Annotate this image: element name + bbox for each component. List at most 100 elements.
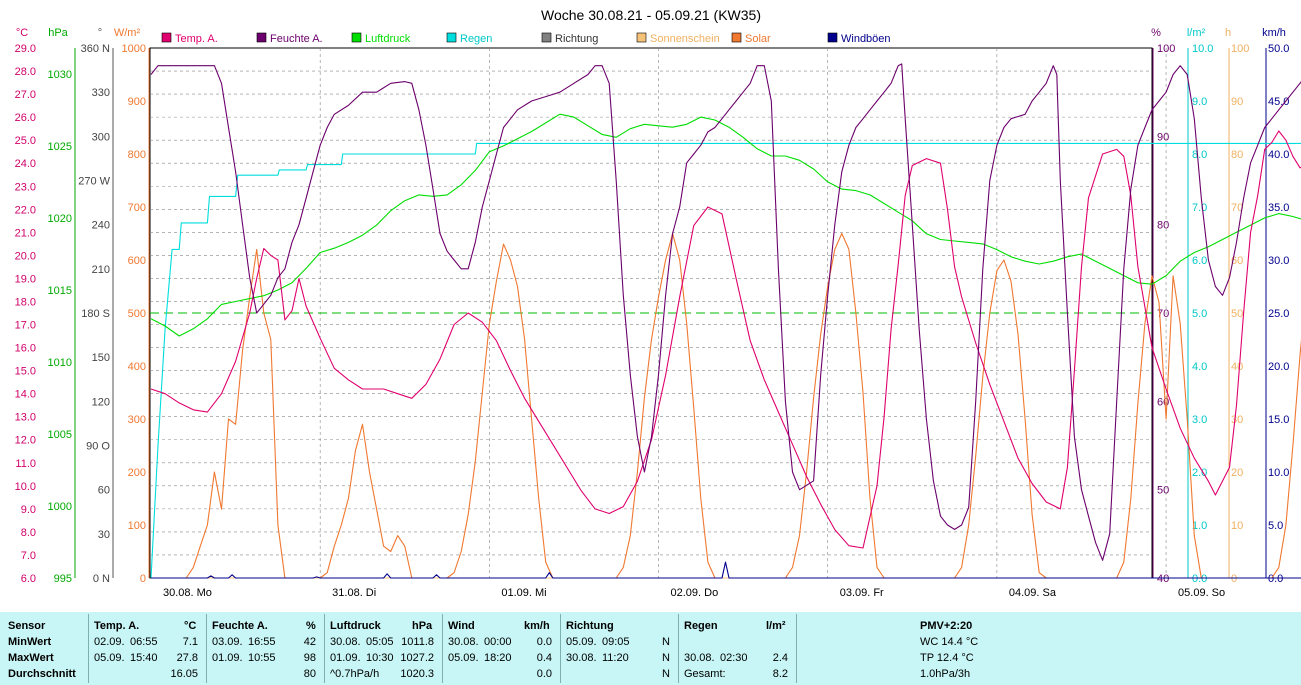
humidity-tick-label: 60 <box>1157 396 1169 408</box>
legend-item: Feuchte A. <box>256 32 323 45</box>
rain-max-date: 30.08. <box>684 652 715 664</box>
series-line-windb-en <box>151 561 1301 579</box>
temp-avg-value: 16.05 <box>170 668 198 680</box>
sunshine-tick-label: 30 <box>1231 414 1243 426</box>
axis-unit-label: h <box>1225 27 1231 39</box>
wind-max-date: 05.09. <box>448 652 479 664</box>
x-day-label: 04.09. Sa <box>1009 587 1057 599</box>
legend-label: Sonnenschein <box>650 33 720 45</box>
solar-tick-label: 500 <box>128 308 146 320</box>
solar-tick-label: 300 <box>128 414 146 426</box>
pressure-unit: hPa <box>412 620 433 632</box>
temp-tick-label: 24.0 <box>15 158 36 170</box>
humidity-tick-label: 70 <box>1157 308 1169 320</box>
x-axis-day-labels: 30.08. Mo 31.08. Di 01.09. Mi 02.09. Do 03.0… <box>163 587 1225 599</box>
axis-unit-label: l/m² <box>1187 27 1206 39</box>
sunshine-tick-label: 90 <box>1231 96 1243 108</box>
sunshine-tick-label: 50 <box>1231 308 1243 320</box>
humidity-min-time: 16:55 <box>248 636 276 648</box>
axis-unit-label: °C <box>16 27 28 39</box>
pressure-tick-label: 1025 <box>48 141 72 153</box>
axis-unit-labels: °C hPa ° W/m²% l/m² h km/h <box>16 27 1286 39</box>
weather-chart: Woche 30.08.21 - 05.09.21 (KW35) Temp. A… <box>15 7 1301 599</box>
sunshine-tick-label: 0 <box>1231 573 1237 585</box>
temp-min-time: 06:55 <box>130 636 158 648</box>
temp-tick-label: 7.0 <box>21 550 36 562</box>
rain-tick-label: 3.0 <box>1192 414 1207 426</box>
legend-item: Richtung <box>541 32 598 45</box>
stats-divider <box>560 614 561 683</box>
rain-tick-label: 4.0 <box>1192 361 1207 373</box>
legend-label: Feuchte A. <box>270 33 323 45</box>
pressure-tick-label: 995 <box>54 573 72 585</box>
temp-tick-label: 25.0 <box>15 135 36 147</box>
rain-max-value: 2.4 <box>772 652 788 664</box>
direction-tick-label: 330 <box>92 87 110 99</box>
direction-min-date: 05.09. <box>566 636 597 648</box>
legend-swatch <box>636 32 647 43</box>
solar-tick-label: 100 <box>128 520 146 532</box>
humidity-unit: % <box>306 620 316 632</box>
stats-divider <box>206 614 207 683</box>
row-label-avg: Durchschnitt <box>8 668 76 680</box>
wind-tick-label: 20.0 <box>1268 361 1289 373</box>
humidity-min-date: 03.09. <box>212 636 243 648</box>
direction-tick-label: 210 <box>92 264 110 276</box>
temp-min-value: 7.1 <box>182 636 198 648</box>
stats-divider <box>678 614 679 683</box>
sunshine-tick-label: 20 <box>1231 467 1243 479</box>
wind-avg-value: 0.0 <box>536 668 552 680</box>
temp-max-value: 27.8 <box>176 652 198 664</box>
chart-title: Woche 30.08.21 - 05.09.21 (KW35) <box>541 7 761 23</box>
rain-tick-label: 1.0 <box>1192 520 1207 532</box>
axis-unit-label: hPa <box>48 27 68 39</box>
rain-max-time: 02:30 <box>720 652 748 664</box>
legend-item: Sonnenschein <box>636 32 720 45</box>
direction-min-time: 09:05 <box>602 636 630 648</box>
pressure-max-date: 01.09. <box>330 652 361 664</box>
pressure-tick-label: 1030 <box>48 69 72 81</box>
temp-tick-label: 11.0 <box>15 458 36 470</box>
series-line-temp-a <box>150 130 1301 549</box>
solar-tick-label: 0 <box>140 573 146 585</box>
direction-tick-label: 150 <box>92 352 110 364</box>
pressure-tick-label: 1010 <box>48 357 72 369</box>
humidity-min-value: 42 <box>303 636 316 648</box>
temp-tick-label: 10.0 <box>15 481 36 493</box>
series-line-feuchte-a <box>150 63 1301 561</box>
humidity-tick-label: 80 <box>1157 220 1169 232</box>
stats-divider <box>324 614 325 683</box>
legend-label: Regen <box>460 33 492 45</box>
temp-tick-label: 22.0 <box>15 204 36 216</box>
solar-tick-label: 1000 <box>122 43 146 55</box>
rain-tick-label: 5.0 <box>1192 308 1207 320</box>
x-day-label: 05.09. So <box>1178 587 1225 599</box>
legend-label: Luftdruck <box>365 33 411 45</box>
temp-min-date: 02.09. <box>94 636 125 648</box>
pressure-max-time: 10:30 <box>366 652 394 664</box>
series-line-regen <box>150 142 1301 579</box>
humidity-tick-label: 90 <box>1157 131 1169 143</box>
sunshine-tick-label: 100 <box>1231 43 1249 55</box>
legend-label: Temp. A. <box>175 33 218 45</box>
rain-header: Regen <box>684 620 718 632</box>
rain-tick-label: 0.0 <box>1192 573 1207 585</box>
humidity-tick-label: 40 <box>1157 573 1169 585</box>
direction-max-date: 30.08. <box>566 652 597 664</box>
series-line-luftdruck <box>150 113 1301 337</box>
direction-tick-label: 240 <box>92 220 110 232</box>
pmv-tp: TP 12.4 °C <box>920 652 974 664</box>
direction-tick-label: 300 <box>92 131 110 143</box>
pressure-max-value: 1027.2 <box>400 652 434 664</box>
x-day-label: 01.09. Mi <box>501 587 546 599</box>
wind-tick-label: 10.0 <box>1268 467 1289 479</box>
legend-item: Temp. A. <box>161 32 218 45</box>
humidity-max-time: 10:55 <box>248 652 276 664</box>
direction-min-value: N <box>662 636 670 648</box>
stats-divider <box>796 614 797 683</box>
wind-unit: km/h <box>524 620 550 632</box>
legend-swatch <box>446 32 457 43</box>
legend-swatch <box>827 32 838 43</box>
rain-tick-label: 10.0 <box>1192 43 1213 55</box>
axis-unit-label: % <box>1151 27 1161 39</box>
